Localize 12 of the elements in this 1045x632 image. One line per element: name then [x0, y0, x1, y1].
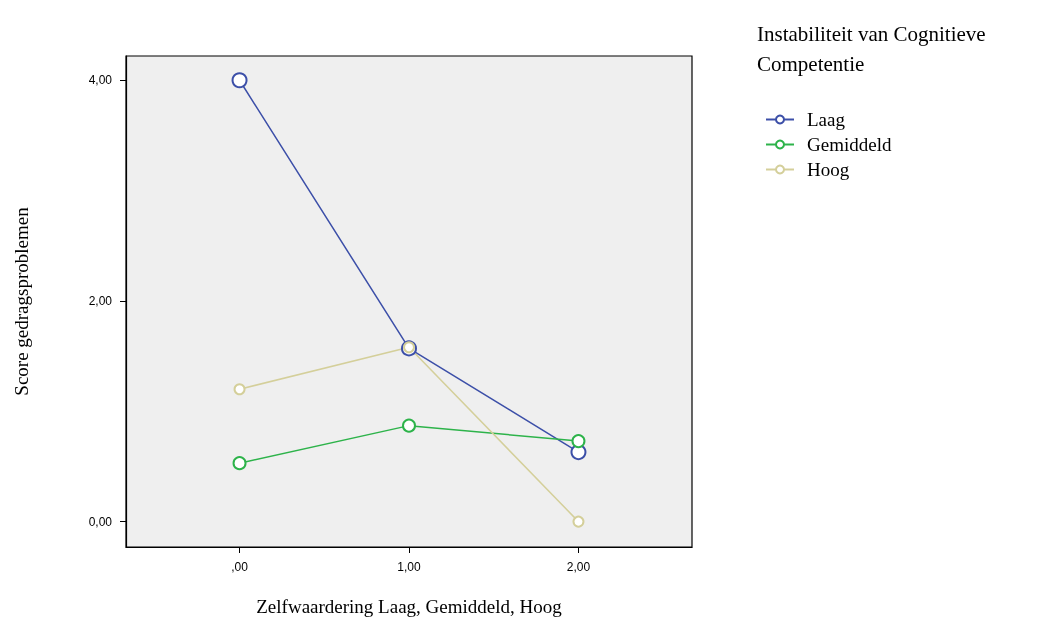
x-axis-title: Zelfwaardering Laag, Gemiddeld, Hoog — [256, 596, 563, 617]
y-tick-label: 0,00 — [88, 514, 113, 529]
legend-title: Instabiliteit van Cognitieve Competentie — [757, 22, 991, 76]
y-tick-label: 2,00 — [88, 293, 113, 308]
y-axis-title: Score gedragsproblemen — [11, 206, 32, 396]
x-tick-label: ,00 — [231, 560, 249, 574]
legend-label: Hoog — [807, 159, 850, 180]
x-tick-label: 2,00 — [566, 560, 591, 574]
legend-label: Laag — [807, 109, 846, 130]
x-tick-label: 1,00 — [397, 560, 421, 574]
legend-label: Gemiddeld — [807, 134, 892, 155]
y-tick-label: 4,00 — [88, 73, 113, 88]
